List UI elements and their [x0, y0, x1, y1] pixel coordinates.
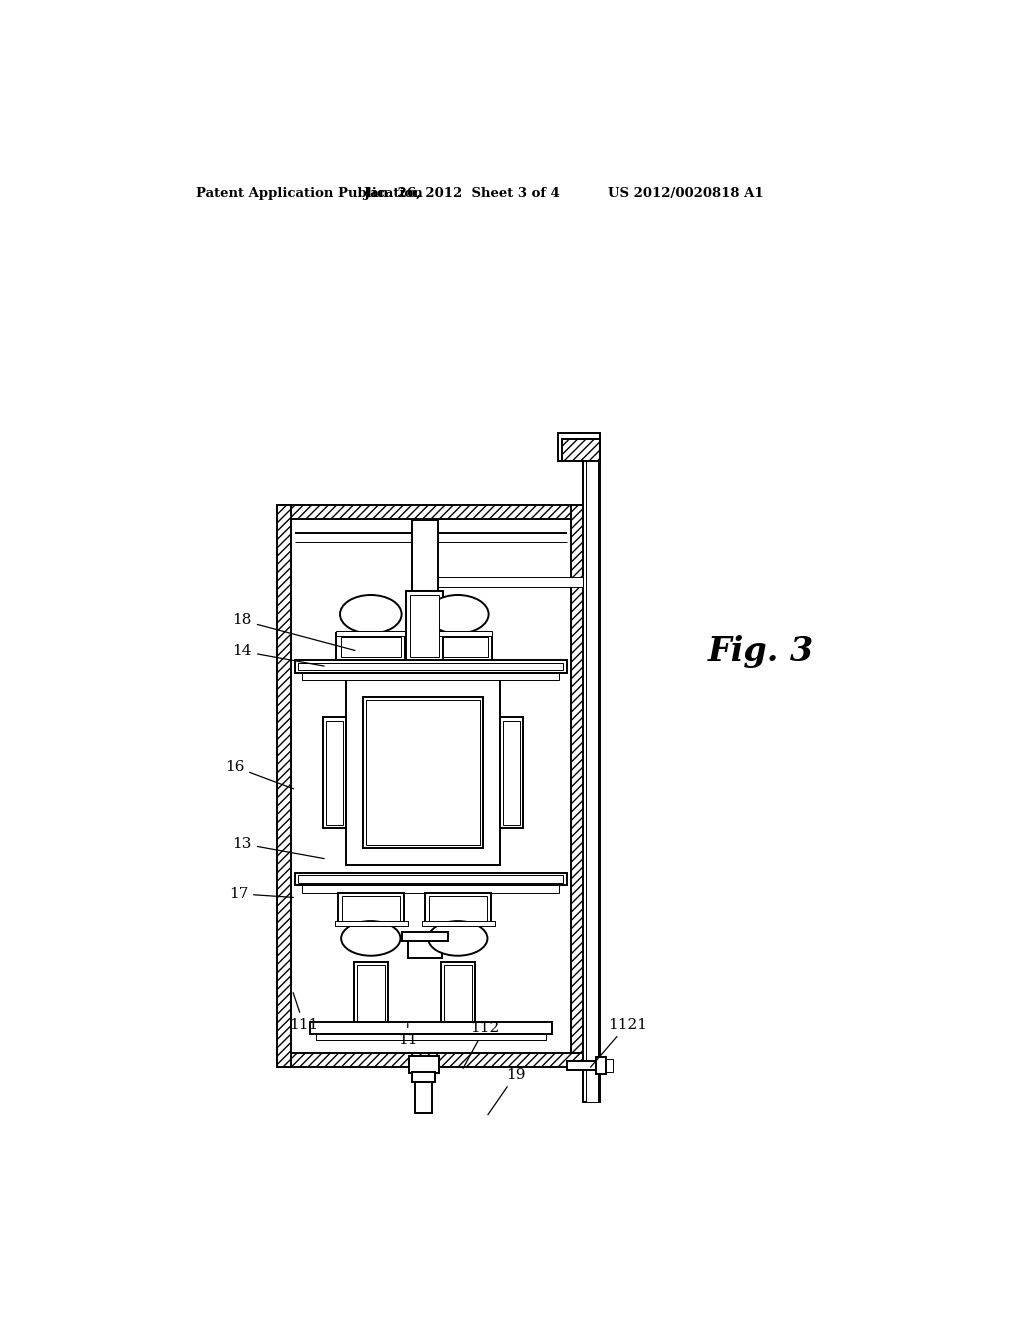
Bar: [401, 932, 447, 941]
Bar: [596, 1057, 606, 1074]
Bar: [503, 721, 520, 825]
Text: 111: 111: [289, 993, 318, 1032]
Bar: [364, 697, 483, 849]
Text: 11: 11: [398, 1023, 418, 1047]
Text: US 2012/0020818 A1: US 2012/0020818 A1: [608, 186, 764, 199]
Text: 17: 17: [228, 887, 293, 900]
Bar: [500, 718, 523, 829]
Bar: [562, 440, 600, 461]
Ellipse shape: [340, 595, 401, 634]
Bar: [606, 1059, 612, 1072]
Bar: [444, 965, 472, 1020]
Bar: [354, 962, 388, 1024]
Bar: [316, 1034, 546, 1040]
Bar: [425, 892, 490, 924]
Bar: [423, 634, 493, 660]
Bar: [357, 965, 385, 1020]
Bar: [339, 892, 403, 924]
Bar: [326, 721, 343, 825]
Bar: [336, 631, 406, 636]
Text: 18: 18: [232, 614, 355, 651]
Text: 13: 13: [232, 837, 325, 858]
Text: 1121: 1121: [591, 1018, 647, 1067]
Text: 16: 16: [224, 760, 294, 789]
Ellipse shape: [427, 595, 488, 634]
Bar: [412, 520, 438, 591]
Bar: [276, 504, 585, 519]
Bar: [413, 1072, 435, 1082]
Bar: [429, 896, 487, 921]
Bar: [341, 636, 400, 657]
Bar: [367, 701, 480, 845]
Bar: [586, 440, 598, 1102]
Bar: [410, 595, 439, 656]
Bar: [408, 936, 441, 958]
Bar: [276, 506, 291, 1067]
Bar: [302, 886, 559, 892]
Text: 19: 19: [487, 1068, 525, 1115]
Bar: [298, 663, 563, 671]
Bar: [416, 1082, 432, 1113]
Bar: [407, 591, 443, 660]
Text: Patent Application Publication: Patent Application Publication: [196, 186, 423, 199]
Bar: [422, 921, 495, 927]
Bar: [428, 636, 487, 657]
Text: 112: 112: [463, 1022, 500, 1068]
Bar: [336, 634, 406, 660]
Bar: [342, 896, 400, 921]
Bar: [441, 962, 475, 1024]
Text: 14: 14: [232, 644, 325, 667]
Bar: [584, 440, 600, 1102]
Bar: [567, 1061, 602, 1071]
Bar: [276, 1053, 585, 1067]
Ellipse shape: [341, 921, 400, 956]
Bar: [302, 673, 559, 681]
Bar: [346, 681, 500, 866]
Bar: [335, 921, 408, 927]
Bar: [298, 875, 563, 883]
Bar: [323, 718, 346, 829]
Bar: [410, 1056, 438, 1073]
Bar: [291, 519, 571, 1053]
Bar: [310, 1022, 552, 1034]
Bar: [295, 660, 567, 673]
Bar: [558, 433, 600, 461]
Ellipse shape: [428, 921, 487, 956]
Text: Fig. 3: Fig. 3: [708, 635, 814, 668]
Text: Jan. 26, 2012  Sheet 3 of 4: Jan. 26, 2012 Sheet 3 of 4: [364, 186, 559, 199]
Bar: [571, 506, 585, 1053]
Bar: [438, 577, 584, 587]
Bar: [423, 631, 493, 636]
Bar: [295, 873, 567, 886]
